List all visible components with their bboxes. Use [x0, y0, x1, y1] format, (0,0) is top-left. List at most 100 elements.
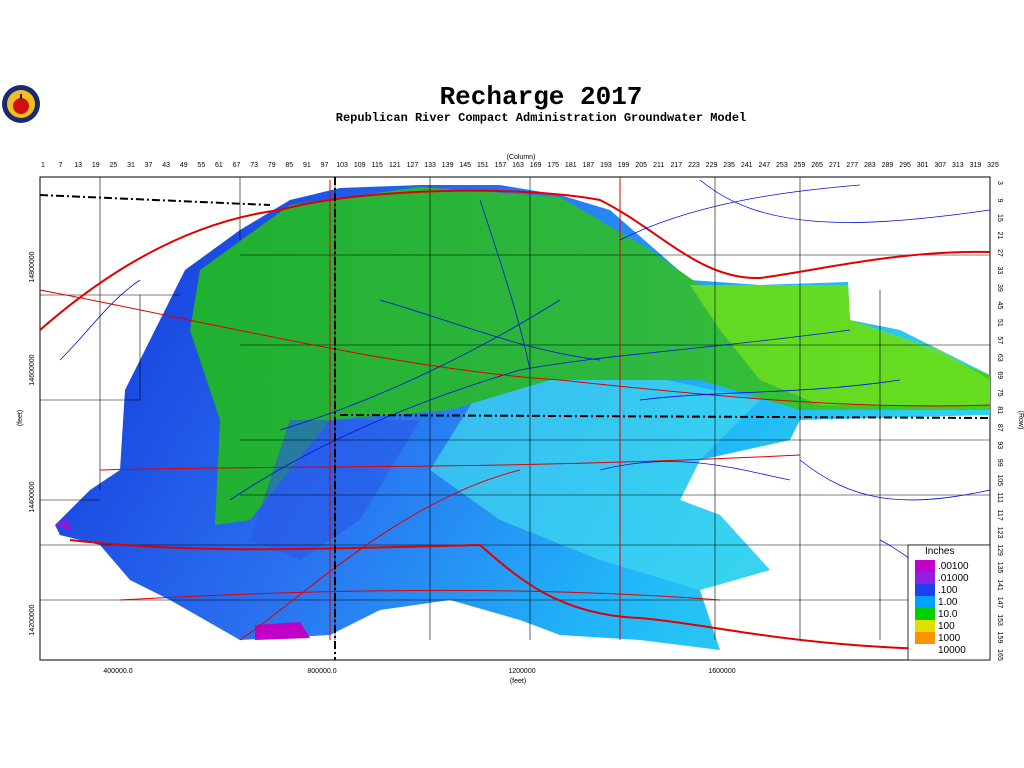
- column-label: 307: [934, 162, 946, 169]
- legend-label: 1000: [938, 633, 961, 644]
- subtitle: Republican River Compact Administration …: [336, 111, 746, 125]
- row-label: 105: [996, 474, 1003, 486]
- legend-label: .01000: [938, 573, 969, 584]
- row-label: 135: [996, 562, 1003, 574]
- column-label: 133: [424, 162, 436, 169]
- column-label: 61: [215, 162, 223, 169]
- legend-swatch: [915, 560, 935, 572]
- column-label: 175: [547, 162, 559, 169]
- row-label: 75: [996, 389, 1003, 397]
- column-label: 199: [618, 162, 630, 169]
- legend-label: 10.0: [938, 609, 958, 620]
- row-label: 39: [996, 284, 1003, 292]
- column-label: 7: [59, 162, 63, 169]
- row-label: 93: [996, 441, 1003, 449]
- column-label: 169: [530, 162, 542, 169]
- legend-title: Inches: [925, 546, 954, 557]
- column-label: 115: [372, 162, 383, 169]
- x-title: (feet): [510, 678, 526, 685]
- column-label: 217: [670, 162, 682, 169]
- row-label: 87: [996, 424, 1003, 432]
- row-label: 27: [996, 249, 1003, 257]
- column-label: 31: [127, 162, 135, 169]
- row-label: 165: [996, 649, 1003, 661]
- row-label: 57: [996, 336, 1003, 344]
- y-tick-label: 14200000: [29, 604, 36, 635]
- column-label: 103: [336, 162, 348, 169]
- row-title: (Row): [1017, 411, 1024, 430]
- column-label: 43: [162, 162, 170, 169]
- column-label: 265: [811, 162, 823, 169]
- column-label: 13: [74, 162, 82, 169]
- x-tick-label: 400000.0: [103, 668, 132, 675]
- column-label: 211: [653, 162, 664, 169]
- column-label: 289: [882, 162, 894, 169]
- legend-swatch: [915, 608, 935, 620]
- row-label: 45: [996, 301, 1003, 309]
- column-label: 139: [442, 162, 454, 169]
- column-label: 25: [109, 162, 117, 169]
- row-label: 147: [996, 597, 1003, 609]
- column-label: 313: [952, 162, 964, 169]
- column-label: 85: [285, 162, 293, 169]
- column-label: 301: [917, 162, 929, 169]
- legend-swatch: [915, 620, 935, 632]
- column-label: 223: [688, 162, 700, 169]
- column-label: 37: [145, 162, 153, 169]
- row-label: 141: [996, 579, 1003, 591]
- roads: [39, 180, 991, 651]
- x-tick-label: 800000.0: [307, 668, 336, 675]
- row-label: 33: [996, 267, 1003, 275]
- column-label: 127: [407, 162, 419, 169]
- legend-swatch: [915, 596, 935, 608]
- column-label: 259: [794, 162, 806, 169]
- column-label: 91: [303, 162, 311, 169]
- legend-swatch: [915, 632, 935, 644]
- state-line: [39, 194, 991, 419]
- row-label: 9: [996, 199, 1003, 203]
- legend-swatch: [915, 572, 935, 584]
- column-label: 145: [459, 162, 471, 169]
- row-label: 15: [996, 214, 1003, 222]
- column-label: 121: [389, 162, 401, 169]
- column-label: 151: [477, 162, 489, 169]
- column-label: 295: [899, 162, 911, 169]
- column-label: 277: [846, 162, 858, 169]
- row-label: 99: [996, 459, 1003, 467]
- column-label: 49: [180, 162, 188, 169]
- column-label: 187: [583, 162, 595, 169]
- x-tick-label: 1200000: [508, 668, 535, 675]
- legend-swatch: [915, 584, 935, 596]
- column-label: 229: [706, 162, 718, 169]
- y-tick-label: 14800000: [29, 251, 36, 282]
- row-label: 69: [996, 371, 1003, 379]
- x-tick-label: 1600000: [708, 668, 735, 675]
- y-title: (feet): [17, 410, 24, 426]
- row-label: 153: [996, 614, 1003, 626]
- y-tick-label: 14600000: [29, 354, 36, 385]
- row-label: 81: [996, 406, 1003, 414]
- title: Recharge 2017: [440, 82, 643, 112]
- legend-label: .100: [938, 585, 958, 596]
- y-tick-label: 14400000: [29, 481, 36, 512]
- logo: [2, 85, 40, 123]
- legend-label: .00100: [938, 561, 969, 572]
- row-label: 51: [996, 319, 1003, 327]
- column-label: 205: [635, 162, 647, 169]
- legend-label: 1.00: [938, 597, 958, 608]
- column-label: 235: [723, 162, 735, 169]
- column-label: 271: [829, 162, 841, 169]
- row-label: 63: [996, 354, 1003, 362]
- column-label: 157: [495, 162, 507, 169]
- legend-label: 100: [938, 621, 955, 632]
- column-label: 19: [92, 162, 100, 169]
- legend-label: 10000: [938, 645, 966, 656]
- column-label: 109: [354, 162, 366, 169]
- row-label: 159: [996, 632, 1003, 644]
- column-label: 283: [864, 162, 876, 169]
- column-title: (Column): [507, 154, 536, 161]
- column-label: 247: [758, 162, 770, 169]
- column-label: 67: [233, 162, 241, 169]
